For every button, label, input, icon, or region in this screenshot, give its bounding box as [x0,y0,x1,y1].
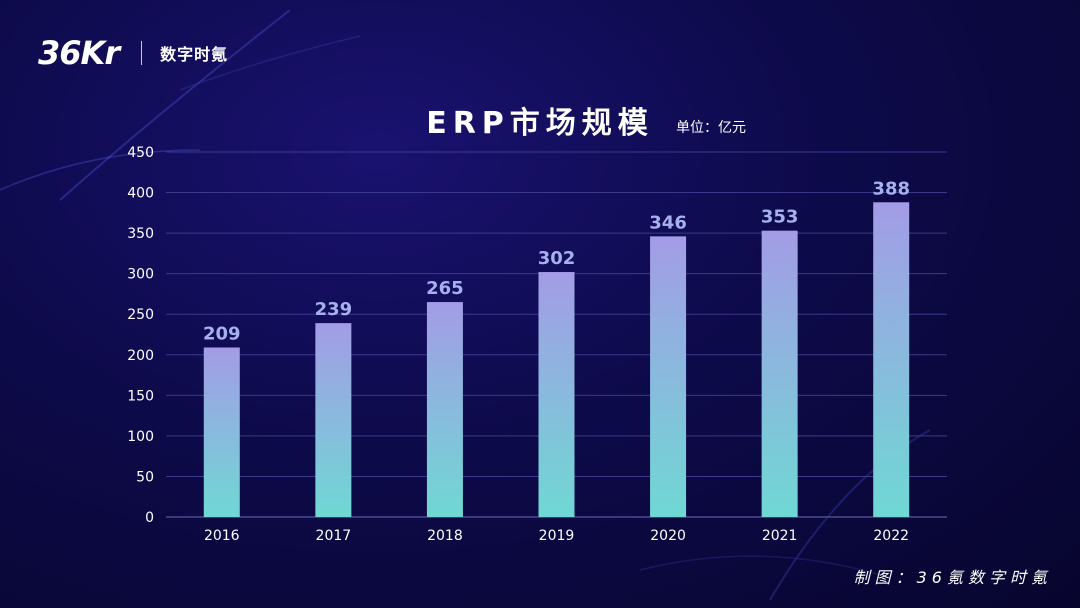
bar-2017 [315,323,352,517]
data-label-2019: 302 [538,248,576,269]
data-label-2018: 265 [426,278,464,299]
bar-2022 [873,202,910,518]
bar-2019 [538,272,575,517]
unit-label: 单位：亿元 [676,120,746,136]
data-label-2020: 346 [649,212,687,233]
logo-divider [141,41,143,65]
bar-2018 [426,302,463,517]
logo-36kr: 36Kr [38,34,120,72]
brand-logo: 36Kr 数字时氪 [38,34,228,72]
x-tick-label-2020: 2020 [650,528,686,544]
data-label-2021: 353 [761,207,799,228]
bar-2020 [650,236,687,517]
footer-credit: 制图：36氪数字时氪 [853,568,1052,587]
y-tick-label: 50 [136,469,154,485]
x-tick-label-2017: 2017 [316,528,352,544]
y-tick-label: 100 [127,429,154,445]
x-tick-label-2019: 2019 [539,528,575,544]
y-tick-label: 200 [127,348,154,364]
data-label-2022: 388 [872,178,910,199]
data-label-2016: 209 [203,323,241,344]
x-tick-label-2022: 2022 [873,528,909,544]
y-tick-label: 150 [127,388,154,404]
y-tick-label: 400 [127,186,154,202]
y-tick-label: 350 [127,226,154,242]
y-tick-label: 0 [145,510,154,526]
x-tick-label-2016: 2016 [204,528,240,544]
data-label-2017: 239 [315,299,353,320]
y-tick-label: 300 [127,267,154,283]
logo-sub-brand: 数字时氪 [160,45,229,64]
x-tick-label-2018: 2018 [427,528,463,544]
chart-title: ERP市场规模 [426,106,654,141]
bar-2016 [203,347,240,517]
y-tick-label: 450 [127,145,154,161]
y-tick-label: 250 [127,307,154,323]
bar-2021 [761,230,798,517]
x-tick-label-2021: 2021 [762,528,798,544]
